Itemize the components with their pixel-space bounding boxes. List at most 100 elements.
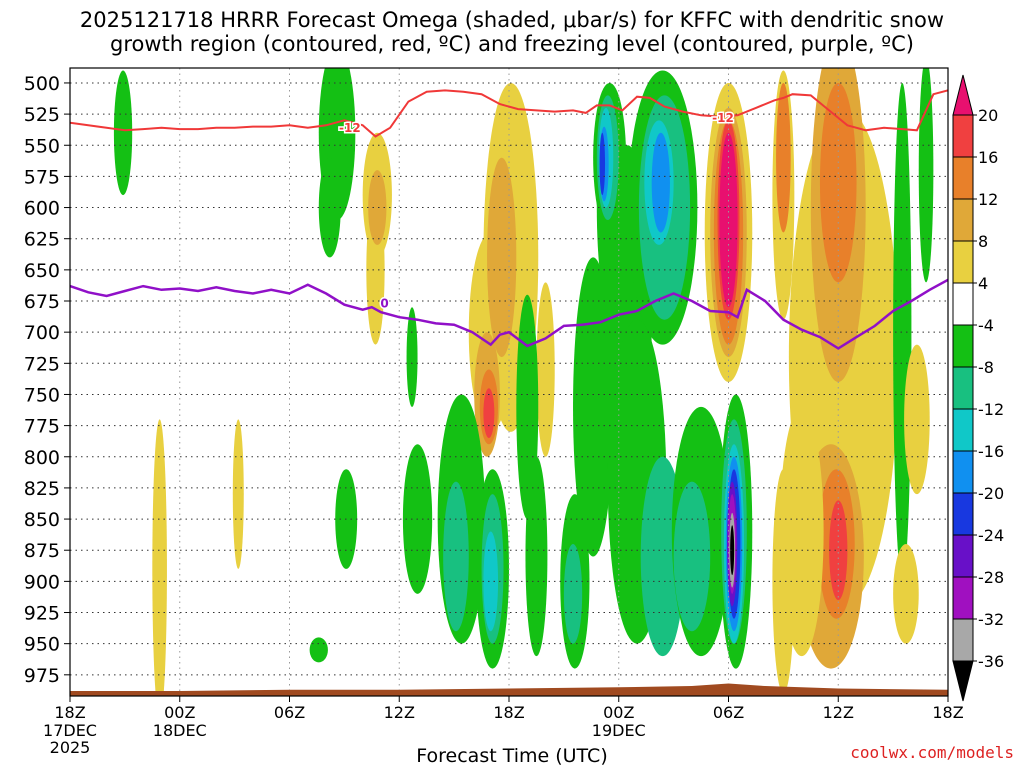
omega-shade-8 [487,157,517,358]
y-tick-label-975: 975 [24,665,60,687]
colorbar-label-11: -28 [978,568,1004,587]
contour-layer: -12 -12 0 [70,89,948,350]
x-tick-label-4: 18Z [493,703,524,722]
colorbar-swatch-13 [952,618,974,662]
y-axis: 500 525 550 575 600 625 650 675 700 725 750 775 800 8… [24,73,70,687]
colorbar-label-1: 16 [978,148,998,167]
colorbar-bottom-arrow [952,660,974,702]
colorbar-swatch-6 [952,324,974,368]
omega-shade-5 [368,170,387,245]
x-tick-label-5: 00Z [603,703,634,722]
x-tick-label-1: 00Z [164,703,195,722]
y-tick-label-575: 575 [24,166,60,188]
x-tick-date-0: 17DEC [43,721,97,740]
y-tick-label-875: 875 [24,540,60,562]
omega-shade-67 [309,637,328,663]
x-tick-label-6: 06Z [713,703,744,722]
colorbar-label-2: 12 [978,190,998,209]
x-tick-year-0: 2025 [50,738,91,757]
omega-shade-47 [819,82,857,283]
colorbar-label-13: -36 [978,652,1004,671]
omega-shade-56 [893,543,919,644]
omega-shade-55 [904,344,930,495]
colorbar-label-12: -32 [978,610,1004,629]
colorbar-label-9: -20 [978,484,1004,503]
omega-shade-13 [573,257,614,557]
x-tick-label-3: 12Z [384,703,415,722]
omega-shade-65 [525,456,548,657]
colorbar-label-8: -16 [978,442,1004,461]
colorbar-swatch-2 [952,156,974,200]
y-tick-label-800: 800 [24,447,60,469]
y-tick-label-675: 675 [24,291,60,313]
colorbar-label-7: -12 [978,400,1004,419]
omega-shade-63 [406,307,418,407]
colorbar-swatch-7 [952,366,974,410]
credit-text: coolwx.com/models [850,743,1014,762]
omega-shade-30 [563,543,583,644]
y-tick-label-525: 525 [24,104,60,126]
colorbar-label-5: -4 [978,316,994,335]
terrain-layer [70,683,948,696]
colorbar-label-10: -24 [978,526,1004,545]
omega-shading [113,68,934,696]
grid-lines [70,68,948,696]
colorbar-swatch-5 [952,282,974,326]
omega-shade-68 [152,419,167,696]
colorbar-swatch-8 [952,408,974,452]
y-tick-label-500: 500 [24,73,60,95]
omega-shade-58 [443,481,469,632]
y-tick-label-775: 775 [24,416,60,438]
colorbar-swatch-10 [952,492,974,536]
chart-title-line1: 2025121718 HRRR Forecast Omega (shaded, … [79,8,945,32]
omega-shade-0 [113,70,133,196]
y-tick-label-850: 850 [24,509,60,531]
omega-shade-24 [599,132,606,196]
omega-shade-12 [536,282,555,457]
omega-shade-44 [730,525,735,576]
colorbar-swatch-11 [952,534,974,578]
y-tick-label-625: 625 [24,229,60,251]
terrain-area [70,683,948,696]
y-tick-label-550: 550 [24,135,60,157]
colorbar-swatch-9 [952,450,974,494]
omega-shade-28 [673,481,711,632]
y-tick-label-650: 650 [24,260,60,282]
snow-growth-label-0: -12 [339,121,361,135]
colorbar-label-3: 8 [978,232,988,251]
omega-shade-69 [232,419,244,569]
snow-growth-label-1: -12 [712,111,734,125]
colorbar-label-4: 4 [978,274,988,293]
y-tick-label-950: 950 [24,634,60,656]
omega-shade-19 [651,132,670,233]
x-tick-label-0: 18Z [54,703,85,722]
x-tick-label-2: 06Z [274,703,305,722]
colorbar-swatch-3 [952,198,974,242]
freezing-label: 0 [380,297,388,311]
colorbar-label-6: -8 [978,358,994,377]
y-tick-label-725: 725 [24,353,60,375]
y-tick-label-700: 700 [24,322,60,344]
y-tick-label-600: 600 [24,198,60,220]
y-tick-label-900: 900 [24,571,60,593]
omega-shade-54 [918,68,934,283]
colorbar: 20 16 12 8 4 -4 -8 -12 -16 -20 -24 -28 -32 -36 [952,74,1004,702]
y-tick-label-750: 750 [24,384,60,406]
omega-shade-50 [829,500,848,601]
colorbar-top-arrow [952,74,974,116]
omega-shade-11 [483,388,495,439]
x-tick-date-5: 19DEC [592,721,646,740]
omega-shade-71 [772,469,795,694]
x-tick-label-8: 18Z [932,703,963,722]
colorbar-swatch-4 [952,240,974,284]
snow-growth-contour [70,89,948,138]
omega-shade-52 [776,82,791,233]
y-tick-label-825: 825 [24,478,60,500]
colorbar-swatch-1 [952,114,974,158]
x-axis-label: Forecast Time (UTC) [416,745,608,767]
omega-shade-61 [483,531,499,632]
colorbar-label-0: 20 [978,106,998,125]
y-tick-label-925: 925 [24,603,60,625]
